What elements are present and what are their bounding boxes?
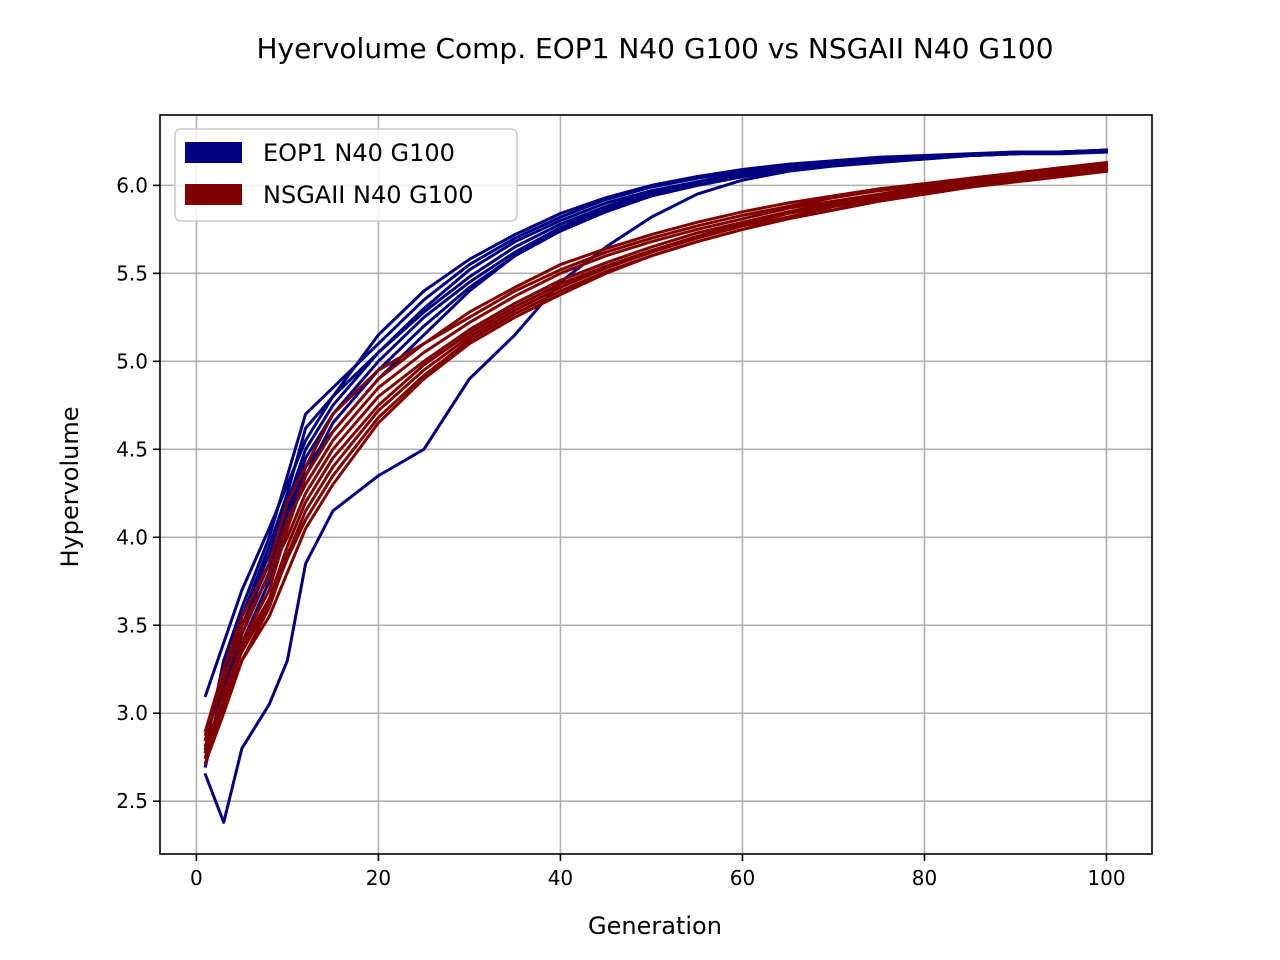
x-tick-label: 0 [190, 866, 203, 890]
y-tick-label: 3.5 [116, 613, 148, 637]
x-tick-label: 100 [1087, 866, 1125, 890]
series-line-eop1-n40-g100-run-1 [203, 148, 1109, 698]
plot-frame [159, 114, 1153, 855]
series-line-nsgaii-n40-g100-run-4 [203, 164, 1109, 742]
y-tick-label: 2.5 [116, 789, 148, 813]
tick-layer: 0 20 40 60 80 100 2.5 3.0 3.5 4.0 4.5 5.0 5.5 6.0 [116, 173, 1125, 890]
y-tick-label: 4.0 [116, 525, 148, 549]
y-tick-label: 5.0 [116, 349, 148, 373]
series-line-nsgaii-n40-g100-run-2 [203, 162, 1109, 751]
legend-box [174, 128, 518, 222]
chart-title: Hyervolume Comp. EOP1 N40 G100 vs NSGAII… [256, 32, 1053, 65]
y-tick-label: 4.5 [116, 437, 148, 461]
series-layer [203, 148, 1109, 824]
legend-label-eop1: EOP1 N40 G100 [263, 139, 455, 167]
y-tick-label: 3.0 [116, 701, 148, 725]
x-axis-label: Generation [588, 912, 722, 940]
series-line-nsgaii-n40-g100-run-6 [203, 162, 1109, 737]
x-tick-label: 60 [730, 866, 755, 890]
legend: EOP1 N40 G100 NSGAII N40 G100 [174, 128, 518, 222]
y-axis-label: Hypervolume [56, 406, 84, 567]
legend-swatch-nsgaii [185, 184, 242, 205]
x-tick-label: 40 [548, 866, 573, 890]
series-line-nsgaii-n40-g100-run-8 [203, 169, 1109, 747]
legend-label-nsgaii: NSGAII N40 G100 [263, 181, 474, 209]
x-tick-label: 80 [912, 866, 937, 890]
y-tick-label: 6.0 [116, 173, 148, 197]
x-tick-label: 20 [366, 866, 391, 890]
legend-swatch-eop1 [185, 142, 242, 163]
series-line-nsgaii-n40-g100-run-7 [203, 166, 1109, 754]
y-tick-label: 5.5 [116, 261, 148, 285]
